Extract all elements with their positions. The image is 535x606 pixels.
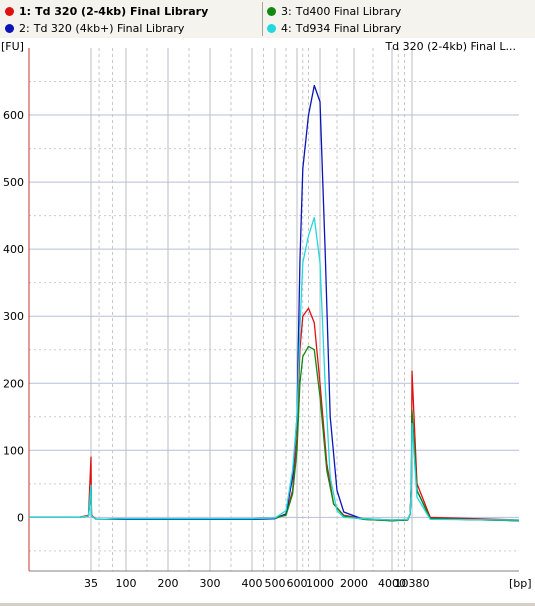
series-color-dot: [5, 24, 14, 33]
x-axis-label: [bp]: [509, 577, 532, 590]
legend-number: 3:: [281, 5, 292, 18]
x-tick-label: 35: [84, 577, 98, 590]
legend-divider: [262, 2, 263, 36]
legend-item-3[interactable]: 3: Td400 Final Library: [267, 3, 401, 20]
series-color-dot: [5, 7, 14, 16]
series-line[interactable]: [29, 307, 520, 521]
x-tick-label: 400: [242, 577, 263, 590]
y-tick-label: 0: [17, 511, 24, 524]
legend-label: Td 320 (4kb+) Final Library: [33, 22, 185, 35]
y-tick-label: 100: [3, 444, 24, 457]
x-tick-label: 10380: [395, 577, 430, 590]
y-tick-label: 400: [3, 243, 24, 256]
legend-item-4[interactable]: 4: Td934 Final Library: [267, 20, 401, 37]
y-tick-label: 300: [3, 310, 24, 323]
electropherogram-chart[interactable]: 0 100 200 300 400 500 600 35 100 200 300 400 500 600 1…: [0, 38, 535, 603]
x-tick-label: 100: [116, 577, 137, 590]
x-tick-label: 300: [200, 577, 221, 590]
legend-column-right: 3: Td400 Final Library 4: Td934 Final Li…: [267, 3, 401, 37]
series-line[interactable]: [29, 345, 520, 522]
legend-column-left: 1: Td 320 (2-4kb) Final Library 2: Td 32…: [5, 3, 208, 37]
legend-number: 1:: [19, 5, 32, 18]
y-axis-label: [FU]: [1, 40, 24, 53]
x-tick-label: 4000: [378, 577, 406, 590]
series-line[interactable]: [29, 216, 520, 521]
series-color-dot: [267, 7, 276, 16]
legend-panel: 1: Td 320 (2-4kb) Final Library 2: Td 32…: [0, 0, 535, 39]
y-tick-label: 500: [3, 176, 24, 189]
legend-number: 4:: [281, 22, 292, 35]
x-tick-label: 2000: [340, 577, 368, 590]
x-tick-label: 500: [265, 577, 286, 590]
legend-label: Td 320 (2-4kb) Final Library: [35, 5, 209, 18]
legend-label: Td934 Final Library: [295, 22, 402, 35]
legend-number: 2:: [19, 22, 30, 35]
grid-layer: [29, 48, 519, 571]
chart-title: Td 320 (2-4kb) Final L...: [384, 40, 516, 53]
y-tick-label: 600: [3, 109, 24, 122]
series-line[interactable]: [29, 84, 520, 522]
x-tick-label: 1000: [306, 577, 334, 590]
series-color-dot: [267, 24, 276, 33]
x-tick-label: 200: [158, 577, 179, 590]
legend-item-1[interactable]: 1: Td 320 (2-4kb) Final Library: [5, 3, 208, 20]
x-tick-label: 600: [287, 577, 308, 590]
y-tick-label: 200: [3, 377, 24, 390]
legend-label: Td400 Final Library: [295, 5, 402, 18]
series-layer: [29, 84, 520, 522]
legend-item-2[interactable]: 2: Td 320 (4kb+) Final Library: [5, 20, 208, 37]
